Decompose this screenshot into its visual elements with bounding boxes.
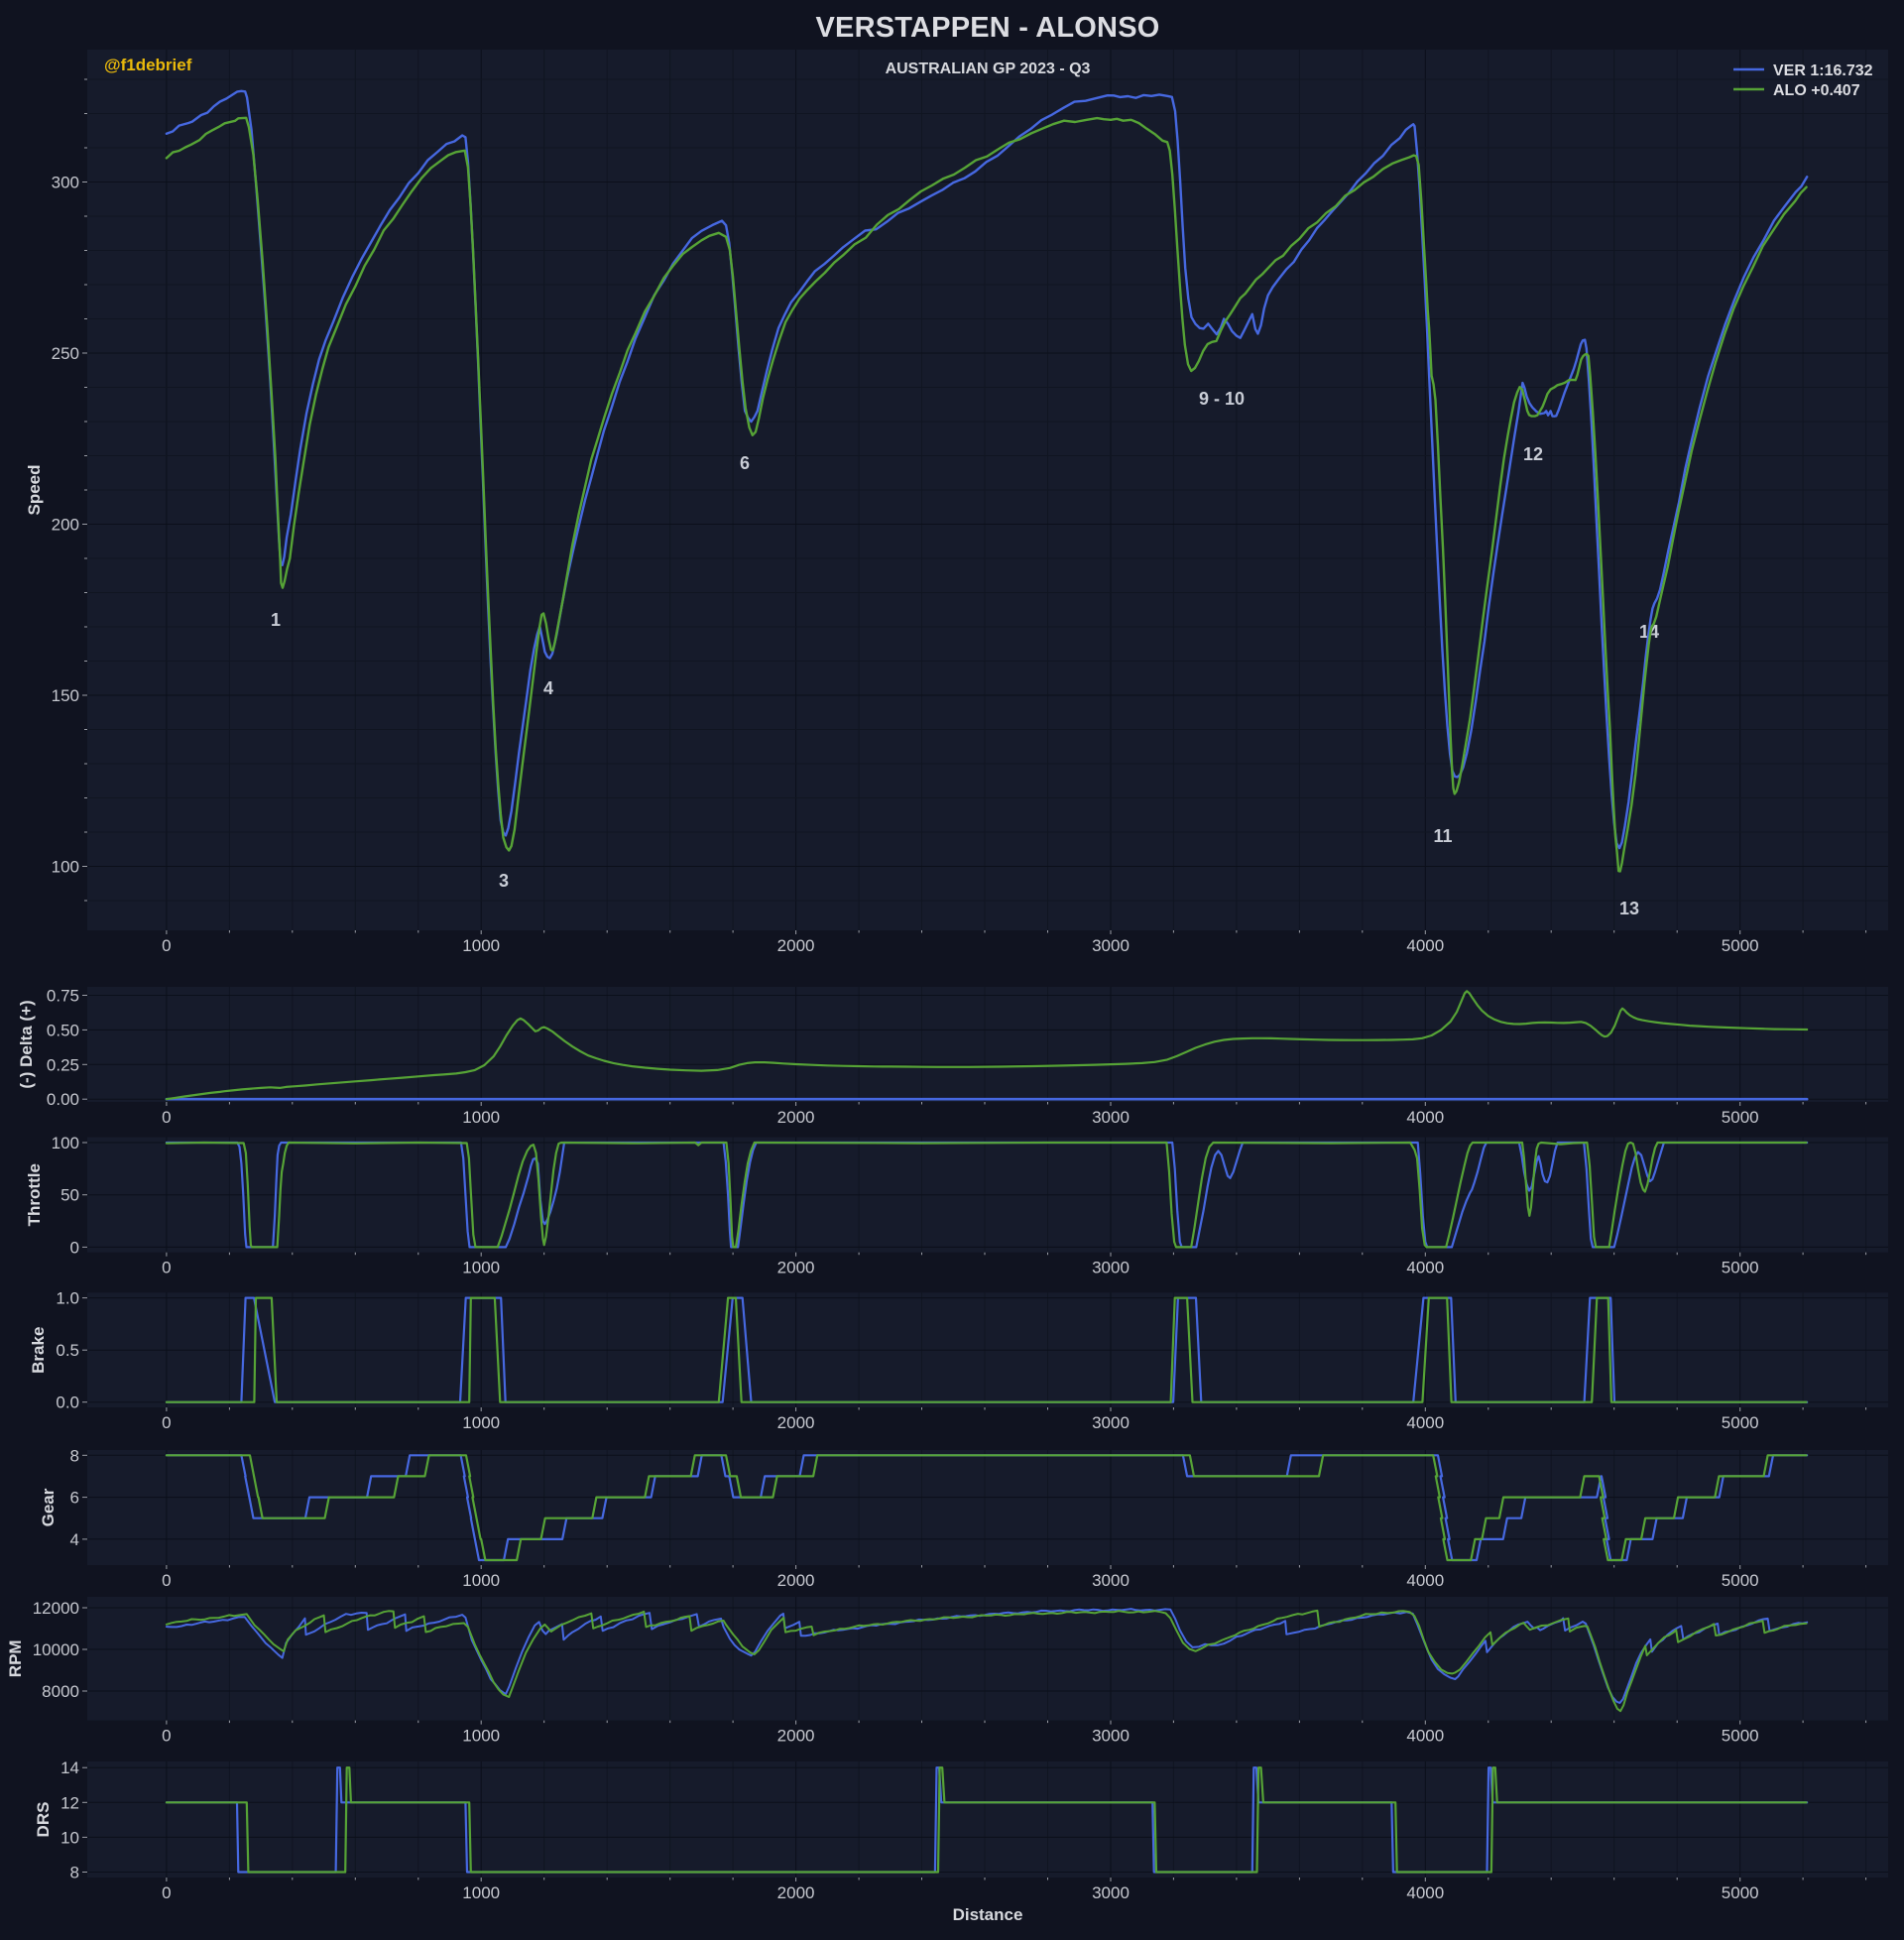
svg-text:3000: 3000 bbox=[1092, 1571, 1130, 1590]
svg-text:VER 1:16.732: VER 1:16.732 bbox=[1773, 62, 1873, 79]
svg-text:4000: 4000 bbox=[1406, 1413, 1444, 1432]
svg-text:0.50: 0.50 bbox=[47, 1021, 79, 1039]
svg-text:3: 3 bbox=[499, 871, 509, 891]
svg-text:8000: 8000 bbox=[42, 1682, 79, 1701]
svg-text:DRS: DRS bbox=[34, 1802, 53, 1838]
svg-text:1000: 1000 bbox=[462, 1883, 500, 1902]
svg-text:5000: 5000 bbox=[1722, 1883, 1759, 1902]
svg-text:5000: 5000 bbox=[1722, 1571, 1759, 1590]
svg-text:1000: 1000 bbox=[462, 1259, 500, 1277]
svg-text:4000: 4000 bbox=[1406, 936, 1444, 955]
svg-text:4000: 4000 bbox=[1406, 1571, 1444, 1590]
svg-text:10000: 10000 bbox=[33, 1640, 79, 1659]
svg-text:1: 1 bbox=[271, 610, 281, 630]
svg-text:Distance: Distance bbox=[953, 1905, 1023, 1924]
svg-text:5000: 5000 bbox=[1722, 1259, 1759, 1277]
svg-text:12: 12 bbox=[60, 1793, 79, 1812]
svg-text:AUSTRALIAN GP 2023 - Q3: AUSTRALIAN GP 2023 - Q3 bbox=[886, 61, 1091, 77]
svg-text:0: 0 bbox=[162, 936, 171, 955]
svg-text:4: 4 bbox=[70, 1530, 79, 1549]
svg-text:5000: 5000 bbox=[1722, 1727, 1759, 1746]
svg-text:0: 0 bbox=[162, 1883, 171, 1902]
svg-text:2000: 2000 bbox=[777, 936, 815, 955]
svg-text:12: 12 bbox=[1523, 444, 1543, 464]
svg-text:0.5: 0.5 bbox=[56, 1341, 79, 1360]
svg-text:1000: 1000 bbox=[462, 936, 500, 955]
svg-text:10: 10 bbox=[60, 1828, 79, 1847]
svg-text:RPM: RPM bbox=[6, 1639, 25, 1677]
svg-text:200: 200 bbox=[52, 516, 79, 535]
svg-text:300: 300 bbox=[52, 174, 79, 192]
svg-text:Speed: Speed bbox=[25, 464, 44, 515]
svg-text:VERSTAPPEN - ALONSO: VERSTAPPEN - ALONSO bbox=[816, 12, 1160, 44]
svg-text:8: 8 bbox=[70, 1864, 79, 1882]
svg-text:5000: 5000 bbox=[1722, 1413, 1759, 1432]
svg-text:ALO +0.407: ALO +0.407 bbox=[1773, 82, 1860, 99]
svg-text:8: 8 bbox=[70, 1446, 79, 1465]
svg-text:5000: 5000 bbox=[1722, 1108, 1759, 1127]
svg-text:0: 0 bbox=[162, 1108, 171, 1127]
svg-text:2000: 2000 bbox=[777, 1571, 815, 1590]
svg-text:0.00: 0.00 bbox=[47, 1090, 79, 1109]
svg-text:0.25: 0.25 bbox=[47, 1055, 79, 1074]
svg-text:1000: 1000 bbox=[462, 1727, 500, 1746]
svg-text:13: 13 bbox=[1619, 899, 1639, 918]
svg-text:0.0: 0.0 bbox=[56, 1394, 79, 1412]
svg-text:3000: 3000 bbox=[1092, 1413, 1130, 1432]
svg-text:150: 150 bbox=[52, 686, 79, 705]
svg-text:Gear: Gear bbox=[39, 1488, 58, 1526]
svg-text:3000: 3000 bbox=[1092, 936, 1130, 955]
svg-text:2000: 2000 bbox=[777, 1259, 815, 1277]
svg-text:0.75: 0.75 bbox=[47, 987, 79, 1006]
svg-text:4000: 4000 bbox=[1406, 1259, 1444, 1277]
svg-text:0: 0 bbox=[70, 1238, 79, 1257]
svg-text:0: 0 bbox=[162, 1727, 171, 1746]
svg-text:0: 0 bbox=[162, 1571, 171, 1590]
svg-text:2000: 2000 bbox=[777, 1413, 815, 1432]
svg-text:2000: 2000 bbox=[777, 1883, 815, 1902]
svg-text:250: 250 bbox=[52, 344, 79, 363]
svg-text:Throttle: Throttle bbox=[25, 1163, 44, 1226]
svg-text:0: 0 bbox=[162, 1259, 171, 1277]
svg-text:11: 11 bbox=[1433, 826, 1452, 846]
svg-text:4000: 4000 bbox=[1406, 1727, 1444, 1746]
svg-text:4000: 4000 bbox=[1406, 1883, 1444, 1902]
svg-text:3000: 3000 bbox=[1092, 1108, 1130, 1127]
svg-text:50: 50 bbox=[60, 1186, 79, 1205]
svg-text:(-) Delta (+): (-) Delta (+) bbox=[17, 1000, 36, 1088]
svg-text:2000: 2000 bbox=[777, 1727, 815, 1746]
svg-text:2000: 2000 bbox=[777, 1108, 815, 1127]
svg-text:3000: 3000 bbox=[1092, 1259, 1130, 1277]
svg-text:6: 6 bbox=[70, 1489, 79, 1508]
svg-text:12000: 12000 bbox=[33, 1599, 79, 1618]
svg-text:1000: 1000 bbox=[462, 1571, 500, 1590]
svg-text:Brake: Brake bbox=[29, 1327, 48, 1374]
svg-text:0: 0 bbox=[162, 1413, 171, 1432]
svg-text:3000: 3000 bbox=[1092, 1883, 1130, 1902]
svg-text:1000: 1000 bbox=[462, 1413, 500, 1432]
svg-text:1.0: 1.0 bbox=[56, 1289, 79, 1308]
svg-text:9 - 10: 9 - 10 bbox=[1199, 389, 1245, 409]
svg-text:100: 100 bbox=[52, 1134, 79, 1152]
svg-text:5000: 5000 bbox=[1722, 936, 1759, 955]
svg-text:1000: 1000 bbox=[462, 1108, 500, 1127]
svg-text:4: 4 bbox=[543, 678, 553, 698]
svg-text:3000: 3000 bbox=[1092, 1727, 1130, 1746]
svg-text:100: 100 bbox=[52, 858, 79, 877]
svg-text:@f1debrief: @f1debrief bbox=[104, 56, 192, 74]
svg-text:6: 6 bbox=[740, 453, 750, 473]
svg-text:4000: 4000 bbox=[1406, 1108, 1444, 1127]
svg-text:14: 14 bbox=[60, 1758, 79, 1777]
